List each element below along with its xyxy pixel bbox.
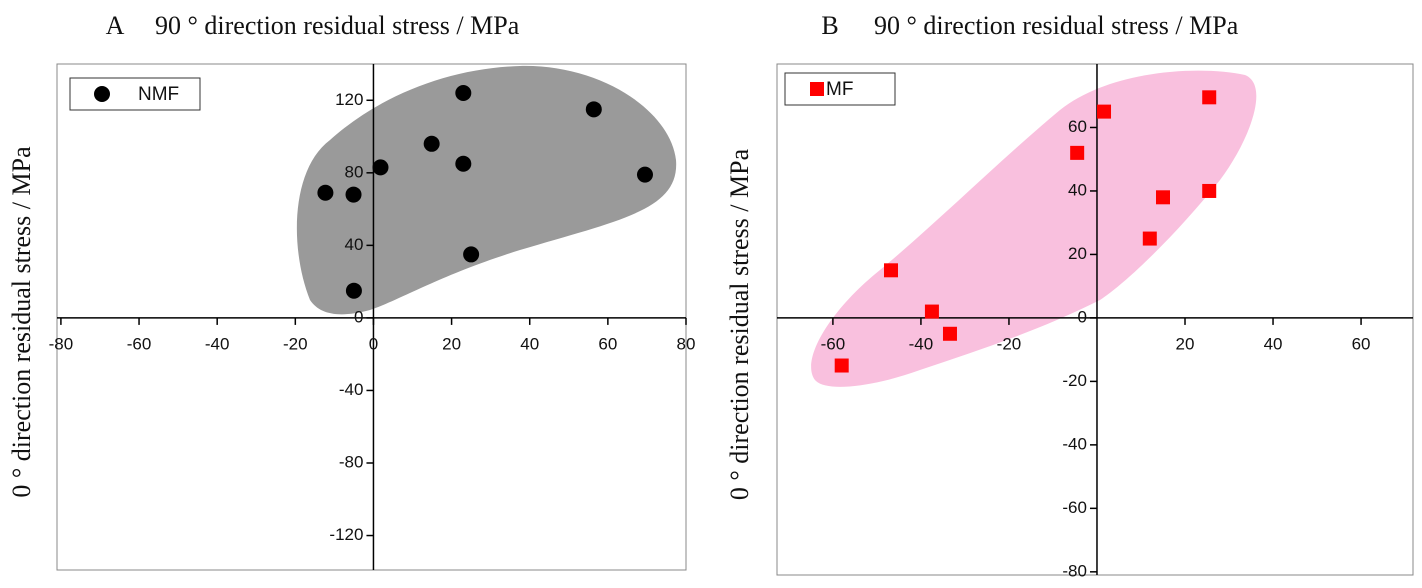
data-point (834, 358, 849, 373)
y-tick-label: -80 (1062, 561, 1087, 580)
data-point (455, 85, 472, 102)
data-point (423, 135, 440, 152)
legend-label: MF (826, 79, 853, 100)
chart-title: 90 ° direction residual stress / MPa (874, 11, 1239, 40)
x-tick-label: -20 (283, 334, 308, 353)
cluster-region (296, 65, 677, 315)
data-point (455, 155, 472, 172)
x-tick-label: -80 (49, 334, 74, 353)
data-point (345, 282, 362, 299)
data-point (942, 326, 957, 341)
data-point (1156, 190, 1171, 205)
y-tick-label: 0 (354, 307, 363, 326)
y-tick-label: -40 (339, 380, 364, 399)
data-point (1202, 90, 1217, 105)
y-tick-label: -80 (339, 452, 364, 471)
y-tick-label: 120 (335, 90, 363, 109)
y-tick-label: 40 (1068, 180, 1087, 199)
data-point (636, 166, 653, 183)
x-tick-label: 60 (1352, 334, 1371, 353)
y-tick-label: -120 (329, 525, 363, 544)
data-point (883, 263, 898, 278)
data-point (1097, 104, 1112, 119)
y-tick-label: -20 (1062, 371, 1087, 390)
legend-marker (94, 86, 110, 102)
y-tick-label: 80 (345, 162, 364, 181)
y-tick-label: 20 (1068, 244, 1087, 263)
x-tick-label: -20 (997, 334, 1022, 353)
y-tick-label: 40 (345, 235, 364, 254)
x-tick-label: -40 (909, 334, 934, 353)
data-point (345, 186, 362, 203)
data-point (585, 101, 602, 118)
x-tick-label: -60 (127, 334, 152, 353)
x-tick-label: -40 (205, 334, 230, 353)
chart-title: 90 ° direction residual stress / MPa (155, 11, 520, 40)
legend-box (69, 77, 201, 111)
plot-frame (776, 63, 1414, 576)
data-point (924, 304, 939, 319)
cluster-region (811, 70, 1257, 387)
x-tick-label: 60 (598, 334, 617, 353)
data-point (1070, 145, 1085, 160)
legend-marker (810, 82, 824, 96)
y-tick-label: -60 (1062, 498, 1087, 517)
x-tick-label: -60 (821, 334, 846, 353)
x-tick-label: 80 (677, 334, 696, 353)
x-tick-label: 20 (442, 334, 461, 353)
y-tick-label: -40 (1062, 434, 1087, 453)
y-tick-label: 0 (1078, 307, 1087, 326)
panel-label: A (106, 11, 125, 40)
x-tick-label: 20 (1176, 334, 1195, 353)
y-axis-label: 0 ° direction residual stress / MPa (725, 148, 754, 500)
data-point (317, 184, 334, 201)
legend-box (784, 72, 896, 106)
x-tick-label: 40 (1264, 334, 1283, 353)
data-point (372, 159, 389, 176)
plot-frame (56, 63, 687, 571)
y-axis-label: 0 ° direction residual stress / MPa (7, 146, 36, 498)
data-point (1202, 183, 1217, 198)
x-tick-label: 0 (369, 334, 378, 353)
data-point (1142, 231, 1157, 246)
y-tick-label: 60 (1068, 117, 1087, 136)
legend-label: NMF (138, 84, 179, 105)
data-point (463, 246, 480, 263)
x-tick-label: 40 (520, 334, 539, 353)
panel-label: B (821, 11, 838, 40)
